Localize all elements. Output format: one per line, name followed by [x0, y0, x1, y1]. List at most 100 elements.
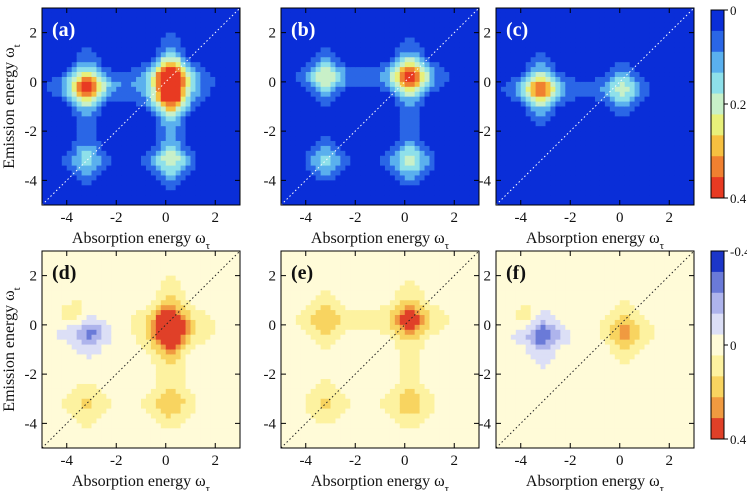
heatmap-cell [300, 185, 307, 191]
heatmap-cell [131, 106, 137, 112]
heatmap-cell [530, 111, 537, 117]
heatmap-cell [540, 62, 546, 68]
heatmap-cell [106, 165, 112, 172]
heatmap-cell [42, 145, 48, 152]
heatmap-cell [215, 12, 221, 19]
heatmap-cell [315, 22, 322, 29]
heatmap-cell [360, 52, 366, 58]
heatmap-cell [42, 315, 48, 321]
heatmap-cell [399, 72, 406, 78]
heatmap-cell [375, 160, 381, 167]
heatmap-cell [175, 91, 182, 98]
heatmap-cell [76, 96, 83, 103]
heatmap-cell [414, 180, 421, 186]
heatmap-cell [674, 76, 680, 83]
heatmap-cell [639, 47, 645, 53]
heatmap-cell [345, 111, 351, 117]
heatmap-cell [235, 42, 240, 48]
heatmap-cell [285, 131, 292, 137]
y-tick-label: -2 [25, 124, 38, 140]
heatmap-cell [46, 260, 53, 267]
heatmap-cell [290, 17, 297, 24]
heatmap-cell [295, 96, 302, 103]
heatmap-cell [540, 42, 546, 48]
y-tick-label: -4 [25, 173, 38, 189]
heatmap-cell [429, 76, 435, 83]
heatmap-cell [590, 180, 596, 186]
heatmap-cell [295, 72, 302, 78]
heatmap-cell [404, 155, 411, 162]
heatmap-cell [439, 52, 445, 58]
heatmap-cell [575, 145, 581, 152]
heatmap-cell [454, 22, 460, 29]
heatmap-cell [355, 8, 361, 14]
heatmap-cell [215, 27, 221, 34]
heatmap-cell [399, 185, 406, 191]
heatmap-cell [439, 32, 445, 39]
heatmap-cell [111, 86, 117, 93]
heatmap-cell [614, 131, 621, 137]
heatmap-cell [195, 121, 201, 127]
heatmap-cell [365, 145, 371, 152]
heatmap-cell [684, 106, 690, 112]
heatmap-cell [175, 52, 182, 58]
heatmap-cell [669, 145, 675, 152]
heatmap-cell [419, 136, 426, 142]
heatmap-cell [160, 12, 167, 19]
heatmap-cell [669, 126, 675, 132]
heatmap-cell [150, 190, 157, 196]
heatmap-cell [46, 344, 53, 350]
heatmap-cell [310, 32, 317, 39]
heatmap-cell [629, 150, 636, 157]
heatmap-cell [444, 126, 450, 132]
heatmap-cell [394, 200, 401, 205]
heatmap-cell [399, 121, 406, 127]
heatmap-cell [585, 81, 591, 88]
heatmap-cell [116, 27, 122, 34]
heatmap-cell [155, 72, 162, 78]
heatmap-cell [496, 17, 502, 24]
heatmap-cell [46, 388, 53, 395]
heatmap-cell [46, 42, 53, 48]
heatmap-cell [180, 155, 187, 162]
heatmap-cell [205, 121, 211, 127]
heatmap-cell [459, 200, 465, 205]
heatmap-cell [424, 116, 430, 122]
heatmap-cell [335, 200, 341, 205]
heatmap-cell [555, 121, 561, 127]
heatmap-cell [464, 185, 470, 191]
heatmap-cell [220, 200, 226, 205]
heatmap-cell [634, 27, 641, 34]
heatmap-cell [510, 8, 517, 14]
heatmap-cell [121, 32, 127, 39]
heatmap-cell [434, 150, 440, 157]
heatmap-cell [46, 280, 53, 286]
heatmap-cell [409, 136, 416, 142]
heatmap-cell [295, 170, 302, 176]
heatmap-cell [624, 101, 631, 107]
heatmap-cell [575, 126, 581, 132]
heatmap-cell [165, 27, 172, 34]
heatmap-cell [42, 121, 48, 127]
heatmap-cell [46, 200, 53, 205]
heatmap-cell [295, 57, 302, 63]
heatmap-cell [545, 72, 551, 78]
heatmap-cell [315, 8, 322, 14]
heatmap-cell [664, 101, 670, 107]
heatmap-cell [195, 106, 201, 112]
heatmap-cell [389, 111, 396, 117]
heatmap-cell [560, 86, 566, 93]
heatmap-cell [464, 67, 470, 73]
heatmap-cell [150, 175, 157, 181]
heatmap-cell [555, 52, 561, 58]
heatmap-cell [91, 27, 97, 34]
heatmap-cell [560, 76, 566, 83]
heatmap-cell [580, 136, 586, 142]
heatmap-cell [639, 67, 645, 73]
heatmap-cell [305, 12, 312, 19]
heatmap-cell [419, 175, 426, 181]
heatmap-cell [145, 155, 152, 162]
heatmap-cell [609, 131, 616, 137]
heatmap-cell [305, 160, 312, 167]
heatmap-cell [540, 160, 546, 167]
